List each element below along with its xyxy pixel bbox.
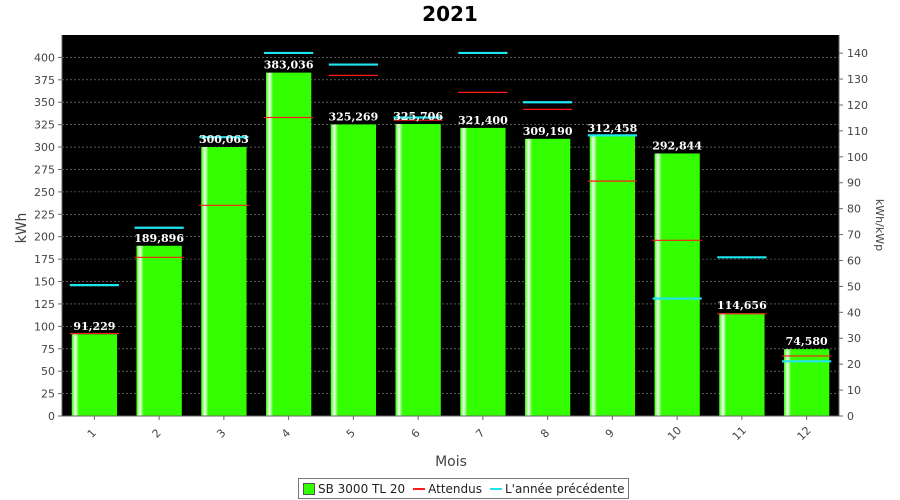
y-tick-label: 175: [34, 253, 55, 266]
y2-tick-label: 50: [847, 280, 861, 293]
production-bar: [265, 72, 312, 416]
legend-label-production: SB 3000 TL 20: [318, 481, 406, 496]
y2-tick-label: 80: [847, 203, 861, 216]
y-tick-label: 100: [34, 320, 55, 333]
y2-axis-title: kWh/kWp: [873, 199, 886, 251]
value-label: 312,458: [587, 122, 637, 135]
x-tick-label: 7: [473, 426, 487, 440]
value-label: 321,400: [458, 114, 508, 127]
y2-tick-label: 140: [847, 47, 868, 60]
y-tick-label: 125: [34, 298, 55, 311]
markers-group: [69, 51, 832, 363]
y-tick-label: 275: [34, 163, 55, 176]
x-tick-label: 9: [603, 426, 617, 440]
y2-tick-label: 40: [847, 306, 861, 319]
legend-item-previous-year: L'année précédente: [490, 482, 624, 496]
x-tick-label: 3: [214, 426, 228, 440]
production-bar: [524, 138, 571, 416]
x-tick-label: 1: [85, 426, 99, 440]
y2-tick-label: 60: [847, 254, 861, 267]
y2-tick-label: 90: [847, 177, 861, 190]
value-label: 300,063: [199, 133, 249, 146]
y2-tick-label: 0: [847, 410, 854, 423]
value-label: 383,036: [264, 59, 314, 72]
y-tick-label: 200: [34, 231, 55, 244]
value-label: 309,190: [523, 125, 573, 138]
production-bar: [395, 124, 441, 416]
value-label: 189,896: [134, 232, 184, 245]
y-tick-label: 75: [41, 343, 55, 356]
y2-tick-label: 70: [847, 229, 861, 242]
legend: SB 3000 TL 20 Attendus L'année précédent…: [298, 478, 630, 499]
legend-swatch-production: [303, 482, 315, 495]
production-bar: [719, 313, 765, 416]
y-axis-title: kWh: [14, 213, 30, 244]
production-bar: [330, 124, 377, 416]
y-tick-label: 350: [34, 96, 55, 109]
legend-swatch-expected: [413, 487, 426, 490]
chart-title: 2021: [422, 2, 478, 26]
production-bar: [654, 153, 700, 416]
x-tick-label: 10: [665, 424, 684, 443]
y-tick-label: 400: [34, 51, 55, 64]
production-bar: [783, 349, 830, 416]
y2-tick-label: 120: [847, 99, 868, 112]
y2-tick-label: 130: [847, 73, 868, 86]
legend-label-expected: Attendus: [428, 481, 482, 496]
value-label: 114,656: [717, 299, 767, 312]
y-tick-label: 325: [34, 119, 55, 132]
y-tick-label: 150: [34, 276, 55, 289]
value-label: 74,580: [786, 335, 828, 348]
y-tick-label: 375: [34, 74, 55, 87]
x-tick-label: 6: [409, 426, 423, 440]
x-tick-label: 4: [279, 426, 293, 440]
y-tick-label: 225: [34, 208, 55, 221]
x-tick-label: 11: [730, 424, 749, 443]
plot-background: [62, 35, 839, 416]
y2-tick-label: 30: [847, 332, 861, 345]
value-labels-group: 91,229 189,896 300,063 383,036 325,269 325,70…: [73, 59, 828, 349]
bars-group: [71, 72, 830, 416]
production-bar: [460, 127, 506, 416]
x-tick-label: 8: [538, 426, 552, 440]
y-tick-label: 25: [41, 388, 55, 401]
x-axis-title: Mois: [435, 454, 467, 470]
y-tick-label: 300: [34, 141, 55, 154]
y-tick-label: 250: [34, 186, 55, 199]
x-tick-label: 5: [344, 426, 358, 440]
legend-swatch-previous-year: [490, 487, 502, 490]
value-label: 292,844: [652, 139, 702, 152]
y2-tick-label: 10: [847, 384, 861, 397]
value-label: 91,229: [73, 320, 115, 333]
production-bar: [589, 135, 636, 416]
y2-tick-label: 20: [847, 358, 861, 371]
value-label: 325,269: [328, 110, 378, 123]
value-label: 325,706: [393, 110, 443, 123]
x-tick-label: 2: [150, 426, 164, 440]
production-bar: [136, 245, 182, 416]
production-bar: [201, 147, 247, 416]
y2-tick-label: 100: [847, 151, 868, 164]
y-tick-label: 50: [41, 365, 55, 378]
legend-item-expected: Attendus: [413, 482, 482, 496]
legend-item-production: SB 3000 TL 20: [303, 482, 405, 496]
grid-lines: [62, 57, 839, 394]
production-bar: [71, 334, 118, 416]
y-tick-label: 0: [48, 410, 55, 423]
legend-label-previous-year: L'année précédente: [505, 481, 625, 496]
y2-tick-label: 110: [847, 125, 868, 138]
x-tick-label: 12: [795, 424, 814, 443]
